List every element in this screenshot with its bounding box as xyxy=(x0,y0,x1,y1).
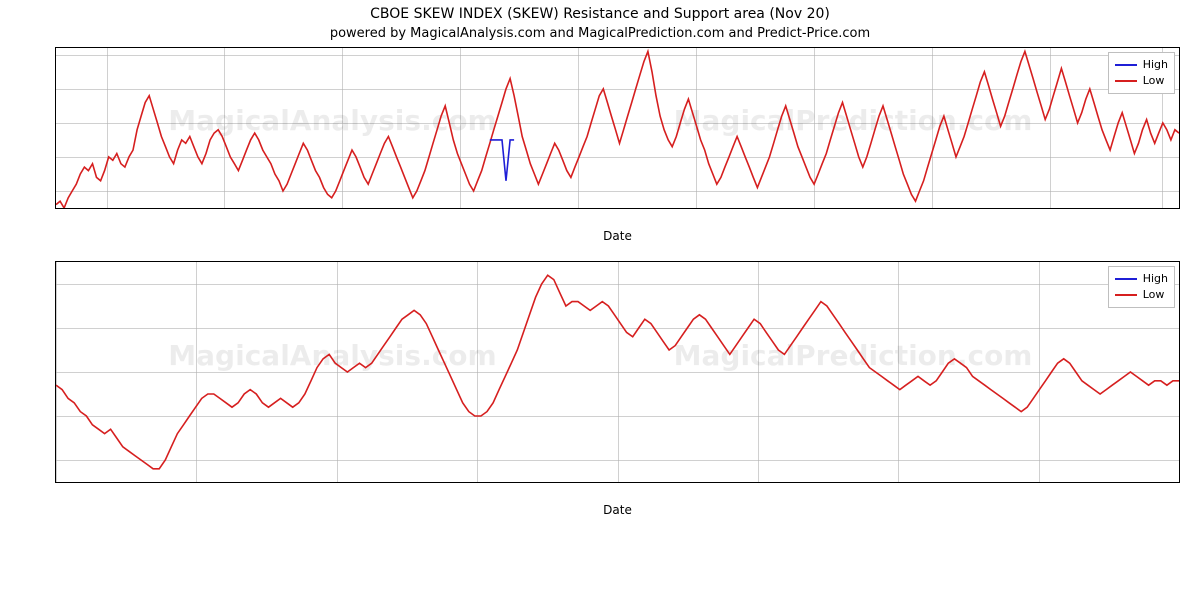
chart2-legend: High Low xyxy=(1108,266,1175,308)
legend-swatch-low xyxy=(1115,80,1137,82)
legend-label-high: High xyxy=(1143,271,1168,287)
low-line xyxy=(56,51,1179,208)
chart-subtitle: powered by MagicalAnalysis.com and Magic… xyxy=(0,22,1200,45)
legend-row-low: Low xyxy=(1115,287,1168,303)
chart1-legend: High Low xyxy=(1108,52,1175,94)
legend-row-high: High xyxy=(1115,271,1168,287)
legend-label-low: Low xyxy=(1143,287,1165,303)
chart2-area: Price High Low 1301401501601702024-07-15… xyxy=(55,261,1180,517)
chart-container: CBOE SKEW INDEX (SKEW) Resistance and Su… xyxy=(0,0,1200,600)
high-line xyxy=(490,140,514,181)
low-line xyxy=(56,275,1179,469)
chart-title: CBOE SKEW INDEX (SKEW) Resistance and Su… xyxy=(0,0,1200,22)
chart1-plot: Price High Low 1301401501601702023-05202… xyxy=(55,47,1180,209)
legend-label-high: High xyxy=(1143,57,1168,73)
legend-swatch-high xyxy=(1115,278,1137,280)
chart1-area: Price High Low 1301401501601702023-05202… xyxy=(55,47,1180,243)
legend-swatch-low xyxy=(1115,294,1137,296)
chart1-svg xyxy=(56,48,1179,208)
chart2-svg xyxy=(56,262,1179,482)
chart2-plot: Price High Low 1301401501601702024-07-15… xyxy=(55,261,1180,483)
chart2-xlabel: Date xyxy=(55,503,1180,517)
legend-row-high: High xyxy=(1115,57,1168,73)
legend-row-low: Low xyxy=(1115,73,1168,89)
legend-label-low: Low xyxy=(1143,73,1165,89)
legend-swatch-high xyxy=(1115,64,1137,66)
chart1-xlabel: Date xyxy=(55,229,1180,243)
